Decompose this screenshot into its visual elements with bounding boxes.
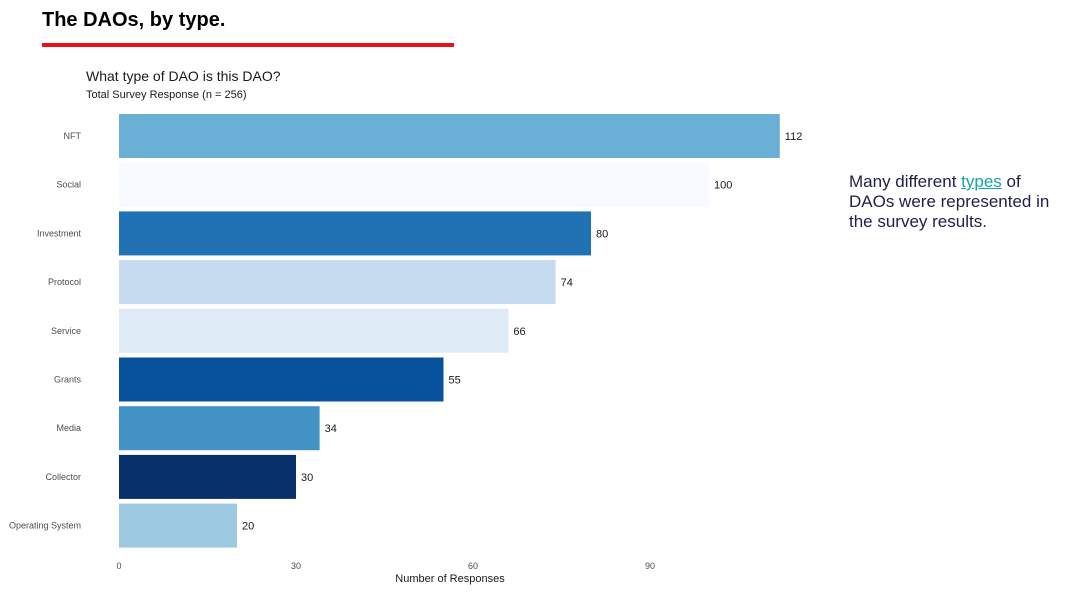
x-tick-label: 0	[116, 561, 121, 571]
category-label-grants: Grants	[54, 375, 82, 385]
side-note-text-before: Many different	[849, 172, 962, 191]
value-label-grants: 55	[449, 375, 461, 387]
bar-grants	[119, 357, 444, 402]
category-label-protocol: Protocol	[48, 277, 81, 287]
x-axis-label: Number of Responses	[395, 573, 505, 585]
category-label-media: Media	[56, 423, 81, 433]
slide-title: The DAOs, by type.	[42, 9, 226, 31]
value-label-collector: 30	[301, 472, 313, 484]
bar-protocol	[119, 260, 556, 305]
value-label-service: 66	[513, 326, 525, 338]
value-label-operating-system: 20	[242, 521, 254, 533]
category-label-service: Service	[51, 326, 81, 336]
bar-operating-system	[119, 503, 237, 548]
value-label-nft: 112	[785, 131, 803, 143]
side-note: Many different types of DAOs were repres…	[849, 172, 1069, 232]
bar-media	[119, 406, 320, 451]
category-label-collector: Collector	[45, 472, 81, 482]
bar-service	[119, 308, 509, 353]
chart-title: What type of DAO is this DAO?	[86, 68, 281, 84]
bar-social	[119, 162, 709, 207]
x-tick-label: 90	[645, 561, 655, 571]
category-label-nft: NFT	[64, 131, 82, 141]
title-underline	[42, 43, 454, 47]
x-tick-label: 30	[291, 561, 301, 571]
types-link[interactable]: types	[961, 172, 1002, 191]
category-label-social: Social	[56, 180, 81, 190]
value-label-investment: 80	[596, 228, 608, 240]
bar-nft	[119, 114, 780, 158]
category-label-investment: Investment	[37, 228, 82, 238]
category-label-operating-system: Operating System	[9, 521, 81, 531]
x-tick-label: 60	[468, 561, 478, 571]
bar-collector	[119, 454, 296, 499]
value-label-protocol: 74	[561, 277, 573, 289]
side-note-text-after: of DAOs were represented in the survey r…	[849, 172, 1050, 231]
bar-investment	[119, 211, 591, 256]
chart-subtitle: Total Survey Response (n = 256)	[86, 89, 247, 101]
value-label-media: 34	[325, 423, 337, 435]
value-label-social: 100	[714, 180, 732, 192]
